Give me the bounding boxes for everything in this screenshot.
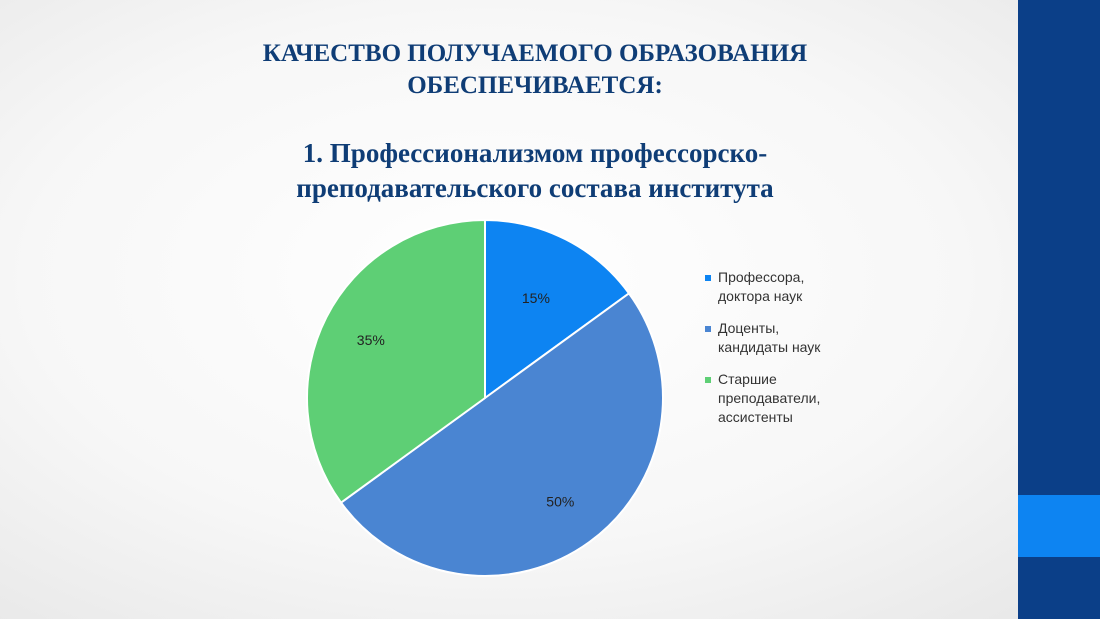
- legend-label-line: Старшие: [718, 371, 777, 387]
- sidebar-accent: [1018, 495, 1100, 557]
- legend-item-1: Профессора, доктора наук: [705, 268, 885, 306]
- pie-data-label-1: 15%: [522, 290, 550, 306]
- pie-data-label-3: 35%: [357, 332, 385, 348]
- legend-label-line: Доценты,: [718, 320, 780, 336]
- slide-title-line-2: ОБЕСПЕЧИВАЕТСЯ:: [407, 72, 663, 99]
- legend-swatch: [705, 377, 711, 383]
- slide-subtitle: 1. Профессионализмом профессорско- препо…: [160, 136, 910, 206]
- legend-swatch: [705, 275, 711, 281]
- slide-title: КАЧЕСТВО ПОЛУЧАЕМОГО ОБРАЗОВАНИЯ ОБЕСПЕЧ…: [160, 38, 910, 102]
- slide-subtitle-line-2: преподавательского состава института: [296, 173, 774, 203]
- pie-slice-2: [339, 291, 664, 577]
- chart-legend: Профессора, доктора наук Доценты, кандидаты…: [705, 268, 885, 440]
- legend-item-3: Старшие преподаватели, ассистенты: [705, 370, 885, 427]
- pie-slice-3: [306, 218, 486, 505]
- legend-label: Старшие преподаватели, ассистенты: [718, 370, 820, 427]
- legend-item-2: Доценты, кандидаты наук: [705, 319, 885, 357]
- pie-data-label-2: 50%: [546, 494, 574, 510]
- pie-slice-1: [484, 218, 631, 400]
- legend-label: Профессора, доктора наук: [718, 268, 804, 306]
- legend-label: Доценты, кандидаты наук: [718, 319, 820, 357]
- legend-label-line: ассистенты: [718, 409, 793, 425]
- legend-swatch: [705, 326, 711, 332]
- legend-label-line: кандидаты наук: [718, 339, 821, 355]
- legend-label-line: Профессора,: [718, 269, 805, 285]
- legend-label-line: доктора наук: [718, 288, 803, 304]
- legend-label-line: преподаватели,: [718, 390, 821, 406]
- slide-title-line-1: КАЧЕСТВО ПОЛУЧАЕМОГО ОБРАЗОВАНИЯ: [262, 40, 808, 67]
- slide-subtitle-line-1: 1. Профессионализмом профессорско-: [302, 138, 768, 168]
